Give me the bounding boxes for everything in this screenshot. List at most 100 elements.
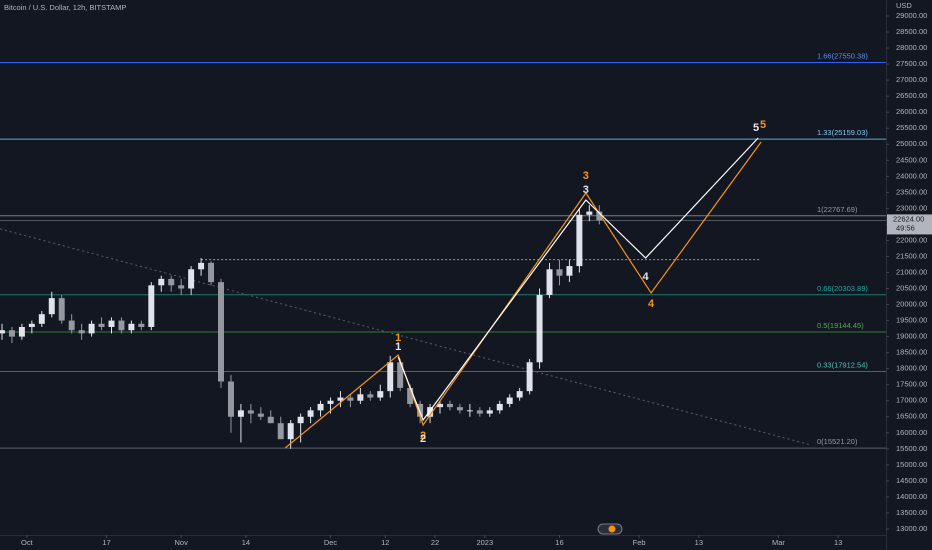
candle-body [526,362,533,392]
candle [0,323,5,340]
wave-label: 2 [420,433,426,445]
candle-body [118,320,125,331]
y-tick-label: 25500.00 [896,123,927,132]
y-tick-label: 13500.00 [896,508,927,517]
y-tick-label: 26000.00 [896,107,927,116]
fib-label: 0.33(17912.54) [817,360,868,369]
candle-body [377,391,384,398]
candle-body [88,323,95,334]
wave-label: 4 [643,271,650,283]
candle [317,400,324,417]
candle [98,317,105,331]
candle [516,387,523,401]
candle-body [208,262,215,283]
candle [208,261,215,286]
candle-body [58,298,65,321]
candle-body [8,330,15,337]
candle-body [496,403,503,411]
candle-body [297,416,304,424]
y-tick-label: 27500.00 [896,59,927,68]
candle-body [556,269,563,276]
wave-label: 1 [395,332,401,344]
x-tick-label: Oct [21,538,34,547]
candle [496,400,503,414]
x-tick-label: 13 [834,538,842,547]
candle [58,294,65,324]
candle-body [516,391,523,398]
candle-body [387,362,394,392]
y-tick-label: 21500.00 [896,251,927,260]
candle [198,258,205,276]
price-tag [887,214,932,235]
y-tick-label: 28000.00 [896,43,927,52]
y-tick-label: 18500.00 [896,348,927,357]
y-tick-label: 20000.00 [896,300,927,309]
candle-body [257,413,264,417]
currency: USD [896,1,912,10]
candle-body [247,410,254,414]
candle-body [446,403,453,408]
candle-body [78,330,85,334]
candle [357,387,364,404]
candle-body [536,294,543,363]
candle [456,403,463,414]
candle-body [18,326,25,337]
candle [486,407,493,417]
candle [18,323,25,340]
candle [576,208,583,273]
y-tick-label: 28500.00 [896,27,927,36]
candle-body [168,278,175,286]
candle [437,400,443,414]
candle-body [486,410,493,414]
y-tick-label: 14000.00 [896,492,927,501]
x-tick-label: Feb [633,538,646,547]
candle [118,317,125,334]
candle-body [596,211,603,221]
x-tick-label: 16 [555,538,563,547]
candle-body [98,323,105,327]
candle [267,410,274,424]
x-tick-label: 2023 [476,538,493,547]
candle-body [237,410,244,417]
fib-label: 0.5(19144.45) [817,321,864,330]
candle-body [38,314,45,324]
candle [257,407,264,420]
candle [566,259,573,283]
candle [526,359,533,395]
candle-body [427,407,434,417]
candle-body [397,362,404,388]
wave-line [397,137,759,422]
fib-label: 0(15521.20) [817,437,858,446]
candle [28,320,35,334]
wave-label: 5 [760,119,766,131]
x-tick-label: 12 [381,538,389,547]
y-tick-label: 22000.00 [896,235,927,244]
candle-body [128,323,135,331]
fib-label: 1(22767.69) [817,205,858,214]
candle [446,400,453,411]
candle [88,320,95,337]
candle-body [456,407,463,411]
candle-body [317,403,324,411]
candle [297,413,304,443]
candle [387,355,394,398]
y-tick-label: 19000.00 [896,332,927,341]
candle-body [506,397,513,404]
candle [158,275,165,292]
y-tick-label: 24500.00 [896,155,927,164]
y-tick-label: 26500.00 [896,91,927,100]
candle-body [476,410,483,414]
candle [218,278,224,388]
x-tick-label: 14 [242,538,250,547]
y-tick-label: 17000.00 [896,396,927,405]
y-tick-label: 21000.00 [896,267,927,276]
candle-body [277,423,284,440]
candle [247,403,254,424]
candle [148,282,155,331]
candle-body [48,298,55,315]
candle [138,320,145,331]
candle [168,275,175,292]
wave-label: 3 [583,184,589,196]
candle [506,394,513,408]
